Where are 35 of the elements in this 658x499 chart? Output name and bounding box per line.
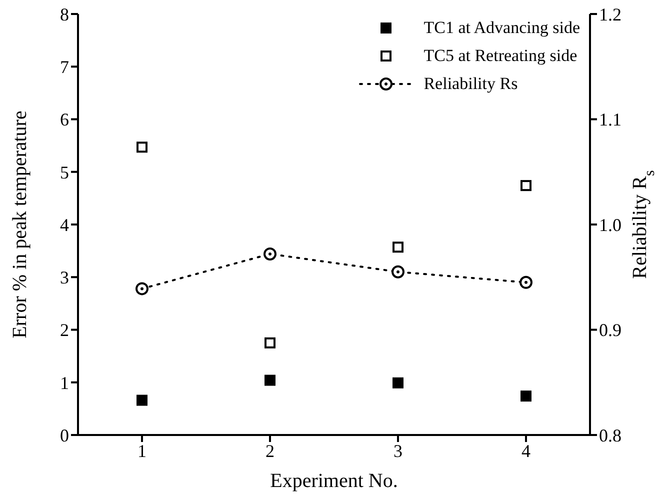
y-tick-label: 5 — [60, 162, 69, 182]
legend-label: TC1 at Advancing side — [424, 18, 580, 38]
point — [264, 337, 276, 348]
y2-tick-label: 1.0 — [599, 214, 622, 235]
x-axis-title: Experiment No. — [270, 470, 398, 492]
y-tick-label: 0 — [60, 425, 69, 446]
legend-label: Reliability Rs — [424, 74, 518, 94]
legend-label: TC5 at Retreating side — [424, 46, 578, 66]
y-tick-label: 8 — [60, 4, 69, 24]
y2-tick-label: 0.9 — [599, 320, 622, 340]
point — [136, 282, 148, 296]
x-tick-label: 4 — [522, 440, 530, 461]
y-tick-label: 1 — [60, 372, 69, 393]
x-tick-label: 2 — [266, 440, 274, 461]
x-tick-label: 3 — [394, 440, 402, 461]
y2-tick-label: 1.1 — [599, 110, 622, 130]
point — [392, 377, 404, 388]
point — [136, 394, 148, 406]
point — [136, 142, 148, 153]
y-tick-label: 7 — [60, 57, 69, 78]
point — [520, 180, 532, 192]
point — [520, 276, 532, 289]
point — [392, 265, 404, 278]
y-axis-title: Error % in peak temperature — [9, 110, 31, 338]
point — [520, 390, 532, 402]
y-tick-label: 2 — [60, 320, 69, 340]
y-tick-label: 3 — [60, 268, 69, 288]
y2-tick-label: 1.2 — [599, 4, 622, 24]
x-tick-label: 1 — [138, 440, 146, 461]
point — [392, 242, 404, 253]
point — [264, 247, 276, 260]
point — [264, 374, 276, 386]
y-tick-label: 4 — [60, 214, 69, 235]
y2-tick-label: 0.8 — [599, 425, 622, 446]
y-tick-label: 6 — [60, 110, 69, 130]
